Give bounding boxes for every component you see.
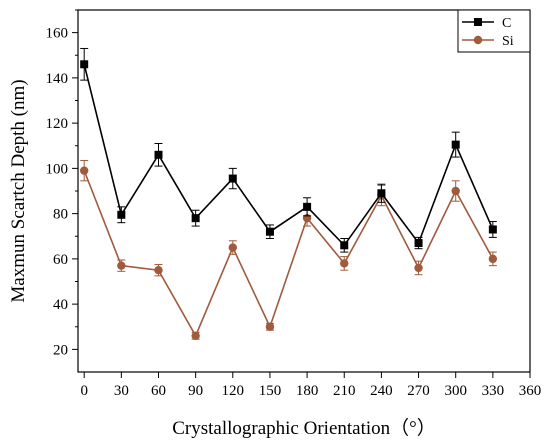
y-axis: 20 40 60 80 100 120 140 160 <box>46 9 78 358</box>
x-tick-label: 30 <box>114 383 129 399</box>
legend-marker <box>474 18 482 26</box>
data-point <box>265 322 275 331</box>
data-point <box>451 186 460 196</box>
x-axis: 0 30 60 90 120 150 180 210 240 270 300 330 360 <box>80 372 541 399</box>
x-tick-label: 300 <box>444 383 467 399</box>
y-tick-label: 120 <box>46 116 69 132</box>
data-point <box>228 243 237 252</box>
series-c <box>80 47 497 253</box>
x-tick-label: 270 <box>407 383 430 399</box>
x-tick-label: 60 <box>151 383 166 399</box>
data-point <box>414 263 423 273</box>
y-tick-label: 80 <box>53 207 68 223</box>
x-tick-label: 150 <box>259 383 282 399</box>
data-point <box>117 261 126 270</box>
legend-item: C <box>462 16 511 31</box>
y-tick-label: 160 <box>46 26 69 42</box>
y-tick-label: 100 <box>46 161 69 177</box>
data-point <box>488 254 498 264</box>
x-tick-label: 0 <box>80 383 88 399</box>
legend-box <box>457 9 531 53</box>
data-point <box>191 331 200 340</box>
data-point <box>377 189 386 198</box>
data-point <box>154 150 163 159</box>
x-tick-label: 240 <box>370 383 393 399</box>
x-axis-title: Crystallographic Orientation（°） <box>172 417 436 439</box>
x-tick-label: 90 <box>188 383 203 399</box>
data-point <box>191 214 200 223</box>
data-point <box>340 241 349 250</box>
data-point <box>117 210 126 219</box>
x-tick-label: 330 <box>482 383 505 399</box>
legend-label: C <box>502 16 511 31</box>
x-tick-label: 210 <box>333 383 356 399</box>
y-tick-label: 60 <box>53 252 68 268</box>
data-point <box>80 60 89 69</box>
legend-item: Si <box>462 34 514 49</box>
y-axis-title: Maxmun Scartch Depth (nm) <box>8 79 29 302</box>
series-line <box>83 170 494 338</box>
data-point <box>154 265 163 275</box>
data-point <box>228 174 237 183</box>
plot-area <box>77 9 531 373</box>
data-point <box>488 225 497 234</box>
x-tick-label: 120 <box>222 383 245 399</box>
data-point <box>414 239 423 248</box>
legend: C Si <box>457 9 531 53</box>
plot-frame <box>77 9 531 373</box>
y-tick-label: 40 <box>53 297 68 313</box>
series-line <box>83 64 494 247</box>
x-tick-label: 360 <box>519 383 542 399</box>
series-layer <box>79 47 498 340</box>
data-point <box>451 140 460 149</box>
data-point <box>265 227 274 236</box>
legend-marker <box>473 35 483 45</box>
data-point <box>79 166 89 175</box>
x-tick-label: 180 <box>296 383 319 399</box>
legend-label: Si <box>502 34 514 49</box>
series-si <box>79 159 498 340</box>
y-tick-label: 140 <box>46 71 69 87</box>
y-tick-label: 20 <box>53 342 68 358</box>
data-point <box>303 202 312 211</box>
data-point <box>340 259 349 268</box>
